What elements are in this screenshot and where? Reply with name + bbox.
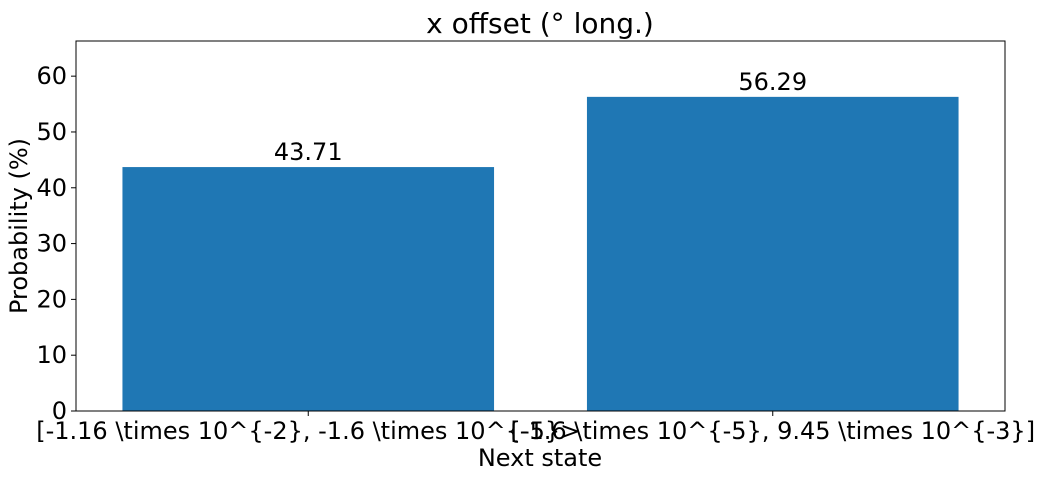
bar [122, 167, 495, 411]
axes-frame [75, 40, 1006, 412]
y-tick-label: 50 [36, 118, 67, 146]
y-axis-label: Probability (%) [5, 138, 33, 314]
y-tick-label: 20 [36, 285, 67, 313]
x-tick-label: [-1.16 \times 10^{-2}, -1.6 \times 10^{-… [36, 417, 580, 445]
x-tick-label: [-1.6 \times 10^{-5}, 9.45 \times 10^{-3… [510, 417, 1035, 445]
y-tick-label: 60 [36, 62, 67, 90]
y-tick-label: 0 [52, 397, 67, 425]
x-axis-label: Next state [478, 444, 602, 472]
y-tick-label: 30 [36, 230, 67, 258]
y-tick-label: 10 [36, 341, 67, 369]
bar-value-label: 56.29 [738, 68, 807, 96]
bar-value-label: 43.71 [274, 138, 343, 166]
plot-area: 43.71 [-1.16 \times 10^{-2}, -1.6 \times … [36, 40, 1035, 445]
bar [586, 96, 959, 412]
y-tick-label: 40 [36, 174, 67, 202]
chart-title: x offset (° long.) [426, 7, 654, 40]
